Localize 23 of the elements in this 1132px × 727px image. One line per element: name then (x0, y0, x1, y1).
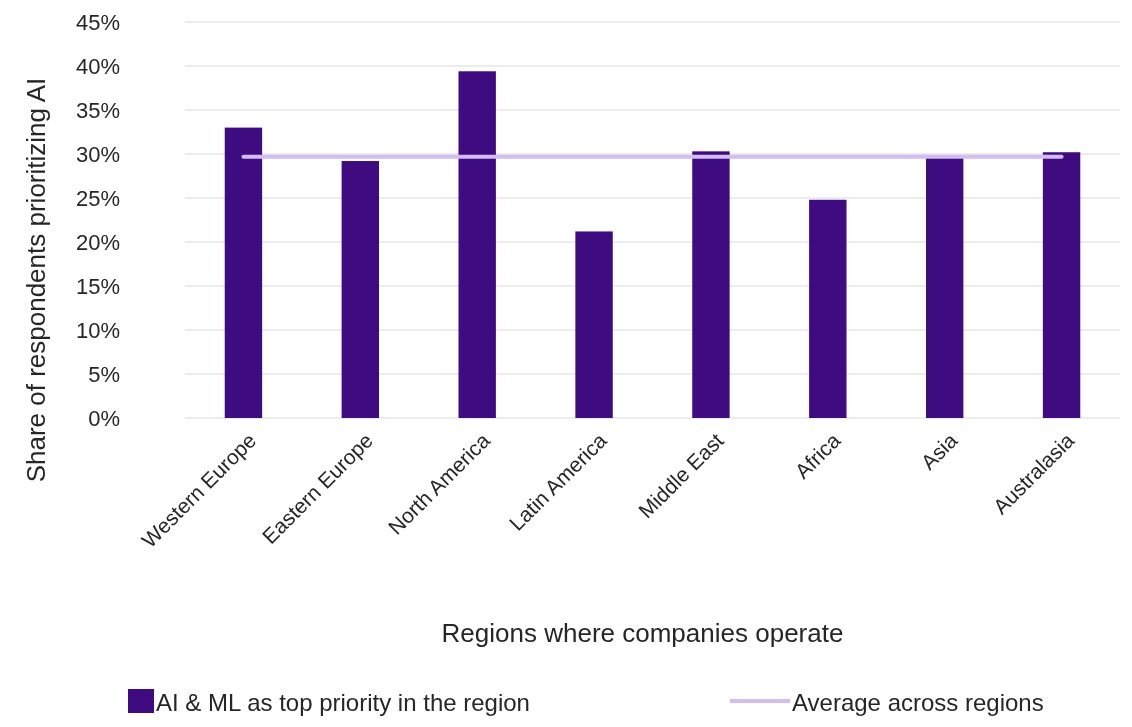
y-tick-label: 25% (75, 185, 120, 211)
legend-label: Average across regions (792, 689, 1044, 716)
bar (575, 231, 613, 418)
y-tick-label: 0% (88, 405, 120, 431)
y-axis-title: Share of respondents prioritizing AI (21, 77, 51, 483)
y-tick-label: 45% (75, 9, 120, 35)
bar (458, 71, 496, 418)
y-tick-label: 35% (75, 97, 120, 123)
y-tick-label: 10% (75, 317, 120, 343)
legend-label: AI & ML as top priority in the region (156, 689, 530, 716)
bar (809, 199, 847, 418)
bar (341, 161, 380, 418)
bar (224, 127, 263, 418)
x-tick-label: Asia (916, 428, 962, 474)
y-tick-label: 30% (75, 141, 120, 167)
y-tick-label: 20% (75, 229, 120, 255)
y-tick-label: 5% (88, 361, 120, 387)
bar (925, 156, 964, 418)
y-tick-label: 15% (75, 273, 120, 299)
bar (1042, 152, 1081, 418)
y-tick-label: 40% (75, 53, 120, 79)
bar (692, 151, 730, 418)
x-axis-title: Regions where companies operate (441, 618, 844, 648)
